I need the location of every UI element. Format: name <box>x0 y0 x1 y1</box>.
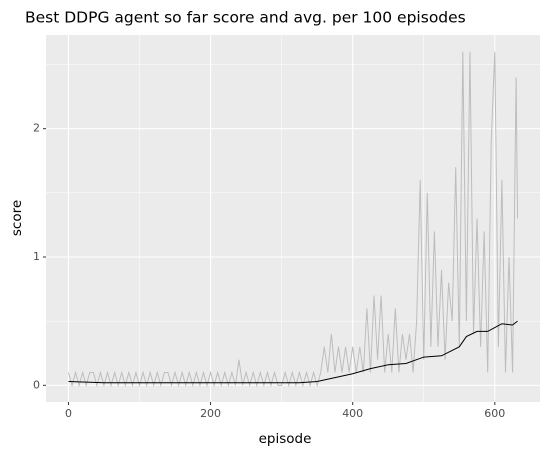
x-tick-label: 600 <box>484 407 505 420</box>
y-axis-label: score <box>9 200 25 236</box>
x-tick-label: 400 <box>342 407 363 420</box>
x-tick-label: 200 <box>200 407 221 420</box>
y-tick-label: 0 <box>33 378 40 391</box>
line <box>68 320 518 384</box>
line <box>67 51 519 388</box>
x-tick-label: 0 <box>65 407 72 420</box>
x-axis-label: episode <box>259 431 312 447</box>
y-tick-label: 2 <box>33 122 40 135</box>
panel <box>46 35 540 402</box>
y-tick-label: 1 <box>33 250 40 263</box>
chart-title: Best DDPG agent so far score and avg. pe… <box>25 9 466 27</box>
